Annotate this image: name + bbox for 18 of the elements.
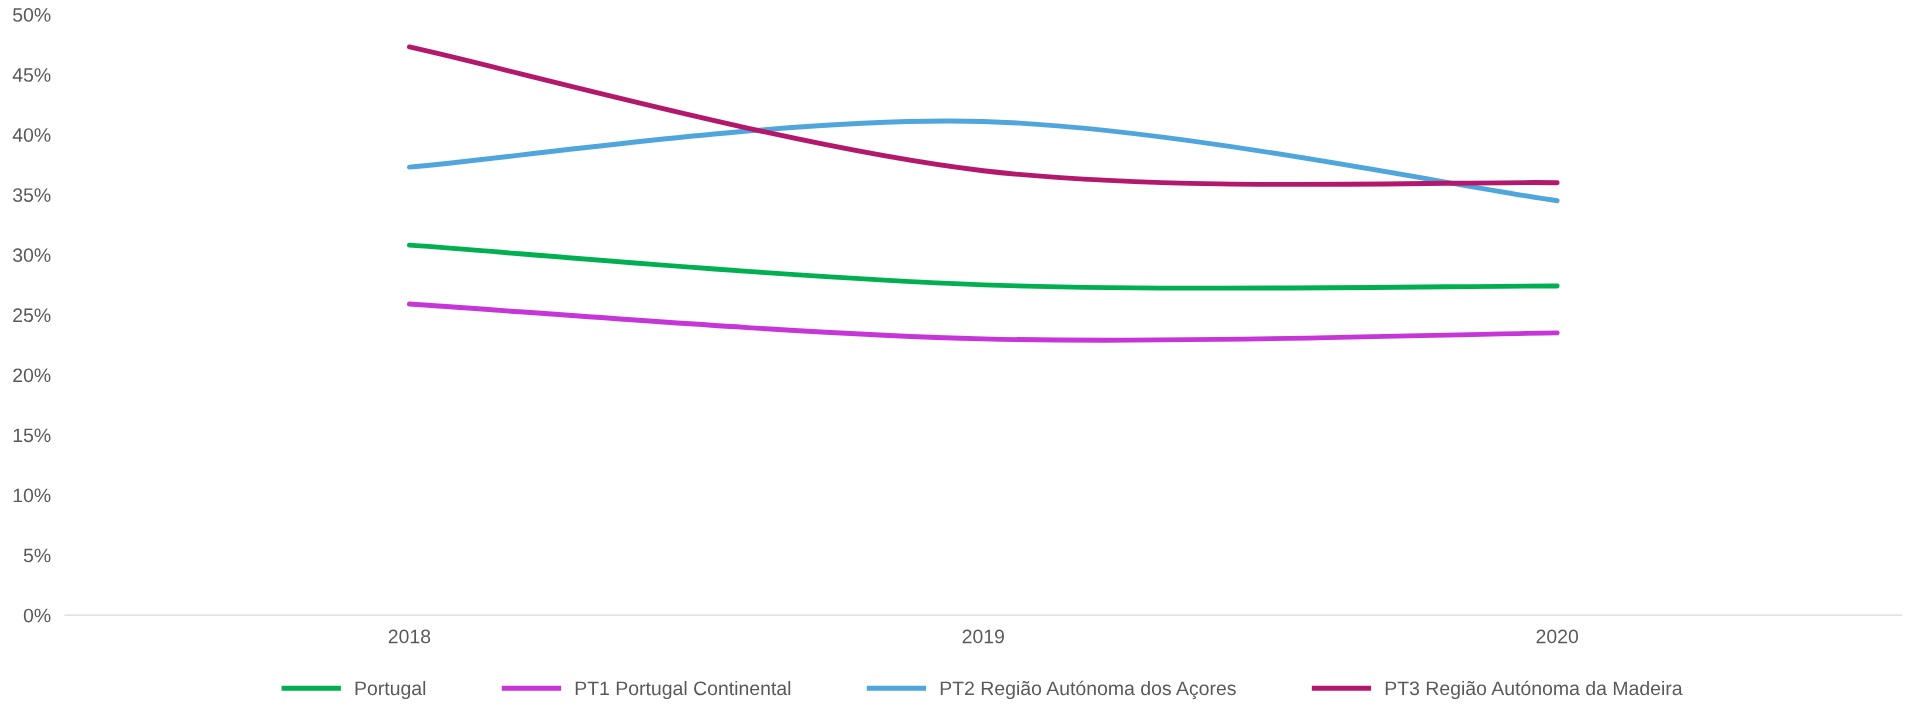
x-tick-label: 2018 <box>388 629 431 644</box>
y-tick-label: 25% <box>13 308 51 323</box>
legend-label: Portugal <box>355 680 426 700</box>
legend-label: PT1 Portugal Continental <box>575 680 791 700</box>
y-tick-label: 30% <box>12 248 51 263</box>
y-tick-label: 0% <box>23 608 51 623</box>
legend-label: PT3 Região Autónoma da Madeira <box>1385 680 1683 700</box>
y-tick-label: 5% <box>23 548 51 563</box>
y-tick-label: 40% <box>12 128 51 142</box>
x-tick-label: 2019 <box>962 629 1004 644</box>
legend-label: PT2 Região Autónoma dos Açores <box>940 680 1236 700</box>
x-tick-label: 2020 <box>1536 629 1579 644</box>
y-tick-label: 45% <box>12 68 51 82</box>
y-tick-label: 15% <box>13 428 51 443</box>
y-tick-label: 50% <box>13 8 51 22</box>
y-tick-label: 35% <box>12 188 51 202</box>
y-tick-label: 10% <box>13 488 51 503</box>
y-tick-label: 20% <box>13 368 51 383</box>
